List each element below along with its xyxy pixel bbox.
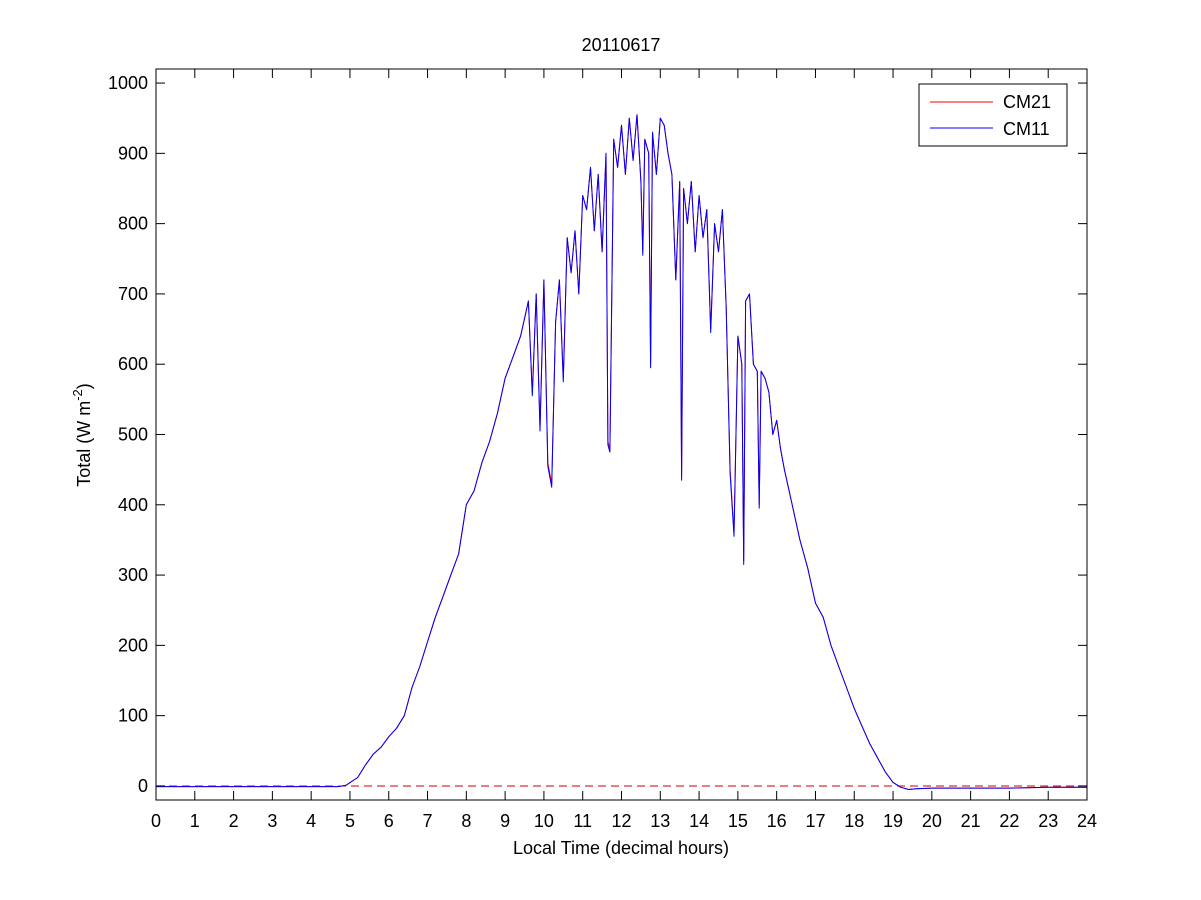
legend: CM21 CM11	[918, 83, 1068, 147]
x-tick-label: 17	[805, 811, 825, 831]
legend-label-cm21: CM21	[1003, 92, 1051, 112]
x-tick-label: 13	[650, 811, 670, 831]
x-tick-label: 12	[611, 811, 631, 831]
x-tick-label: 8	[461, 811, 471, 831]
x-tick-label: 2	[229, 811, 239, 831]
y-tick-label: 300	[118, 565, 148, 585]
x-tick-label: 19	[883, 811, 903, 831]
x-tick-label: 4	[306, 811, 316, 831]
x-tick-label: 20	[922, 811, 942, 831]
y-tick-label: 700	[118, 284, 148, 304]
x-tick-label: 21	[961, 811, 981, 831]
y-tick-label: 400	[118, 495, 148, 515]
y-axis-title-base: Total (W m	[74, 401, 94, 487]
x-tick-label: 24	[1077, 811, 1097, 831]
y-tick-label: 900	[118, 143, 148, 163]
x-tick-label: 14	[689, 811, 709, 831]
x-axis-ticks: 0 1 2 3 4 5 6 7 8 9 10 11 12 13 14 15 16 17 18 19 20 21 22 23 24	[151, 69, 1097, 831]
y-tick-label: 800	[118, 214, 148, 234]
y-axis-title-suffix: )	[74, 383, 94, 389]
y-axis-title: Total (W m-2)	[70, 383, 94, 487]
y-tick-label: 0	[138, 776, 148, 796]
y-tick-label: 1000	[108, 73, 148, 93]
x-tick-label: 10	[534, 811, 554, 831]
x-tick-label: 22	[999, 811, 1019, 831]
x-tick-label: 23	[1038, 811, 1058, 831]
x-tick-label: 7	[423, 811, 433, 831]
x-tick-label: 18	[844, 811, 864, 831]
series-group	[156, 114, 1087, 790]
x-tick-label: 11	[573, 811, 592, 831]
y-tick-label: 500	[118, 425, 148, 445]
y-tick-label: 600	[118, 354, 148, 374]
chart-title: 20110617	[582, 35, 661, 55]
y-axis-ticks: 0 100 200 300 400 500 600 700 800 900 1000	[108, 73, 1087, 796]
x-tick-label: 3	[267, 811, 277, 831]
y-axis-title-superscript: -2	[70, 389, 85, 401]
y-tick-label: 100	[118, 706, 148, 726]
plot-area	[156, 69, 1087, 800]
x-tick-label: 15	[728, 811, 748, 831]
x-axis-title: Local Time (decimal hours)	[513, 838, 729, 858]
x-tick-label: 9	[500, 811, 510, 831]
x-tick-label: 1	[190, 811, 200, 831]
x-tick-label: 0	[151, 811, 161, 831]
x-tick-label: 16	[767, 811, 787, 831]
x-tick-label: 6	[384, 811, 394, 831]
x-tick-label: 5	[345, 811, 355, 831]
legend-box	[918, 83, 1068, 147]
legend-label-cm11: CM11	[1003, 119, 1050, 139]
series-line-cm11	[156, 114, 1087, 790]
y-tick-label: 200	[118, 635, 148, 655]
